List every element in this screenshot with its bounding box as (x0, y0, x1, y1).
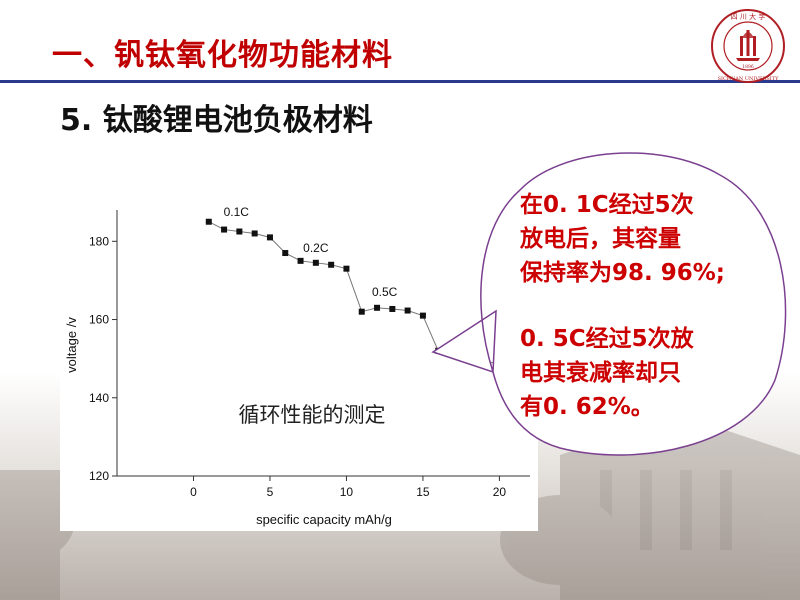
chart-rate-labels: 0.1C0.2C0.5C1C (224, 205, 474, 345)
x-tick-label: 10 (340, 485, 354, 499)
logo-year: 1896 (742, 64, 754, 70)
data-point (251, 230, 258, 237)
chart-annotation: 循环性能的测定 (239, 403, 386, 427)
slide-title: 一、钒钛氧化物功能材料 (52, 38, 393, 73)
data-point (328, 261, 335, 268)
data-point (374, 304, 381, 311)
slide-subtitle: 5. 钛酸锂电池负极材料 (60, 103, 373, 138)
y-tick-label: 160 (89, 313, 109, 327)
chart-panel (60, 195, 538, 531)
rate-label: 0.2C (303, 241, 329, 255)
university-logo: 四 川 大 学 SICHUAN UNIVERSITY 1896 (711, 9, 785, 83)
data-point (205, 218, 212, 225)
chart-axes (116, 210, 530, 477)
data-point (389, 305, 396, 312)
callout-line-3: 保持率为98. 96%; (520, 260, 726, 286)
data-point (312, 259, 319, 266)
logo-text-bottom: SICHUAN UNIVERSITY (718, 76, 780, 82)
data-point (221, 226, 228, 233)
x-axis-label: specific capacity mAh/g (256, 512, 392, 527)
data-point (266, 234, 273, 241)
data-point (358, 308, 365, 315)
y-axis-label: voltage /v (64, 317, 79, 373)
data-point (282, 250, 289, 257)
callout-line-5: 电其衰减率却只 (520, 360, 681, 386)
callout-line-6: 有0. 62%。 (520, 394, 654, 420)
x-tick-label: 0 (190, 485, 197, 499)
callout-gap (520, 290, 750, 322)
callout-text: 在0. 1C经过5次 放电后，其容量 保持率为98. 96%; 0. 5C经过5… (520, 188, 750, 424)
data-point (343, 265, 350, 272)
data-point (236, 228, 243, 235)
header-rule (0, 80, 800, 83)
data-point (419, 312, 426, 319)
logo-text-top: 四 川 大 学 (731, 12, 766, 21)
y-tick-label: 180 (89, 234, 109, 248)
callout-line-2: 放电后，其容量 (520, 226, 681, 252)
callout-line-4: 0. 5C经过5次放 (520, 326, 694, 352)
callout-bubble (431, 152, 787, 456)
y-tick-label: 120 (89, 469, 109, 483)
chart-ticks: 0 5 10 15 20 120 140 160 180 (89, 234, 506, 499)
x-tick-label: 15 (416, 485, 430, 499)
rate-label: 0.5C (372, 285, 398, 299)
rate-label: 0.1C (224, 205, 250, 219)
data-point (297, 257, 304, 264)
x-tick-label: 5 (267, 485, 274, 499)
y-tick-label: 140 (89, 391, 109, 405)
x-tick-label: 20 (493, 485, 507, 499)
data-point (404, 307, 411, 314)
callout-line-1: 在0. 1C经过5次 (520, 192, 694, 218)
